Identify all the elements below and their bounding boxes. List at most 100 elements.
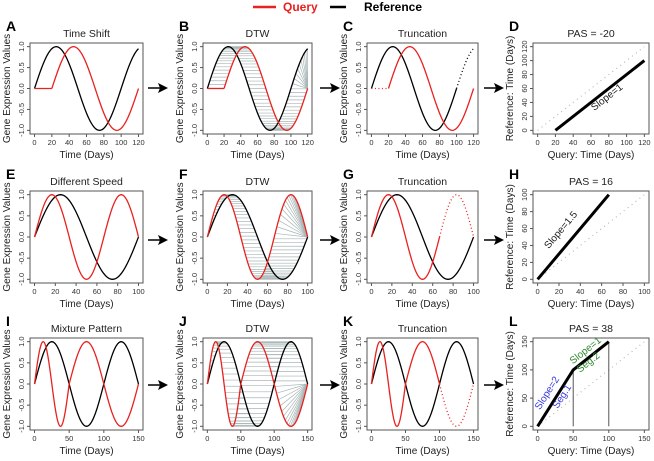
y-tick-label: 40 — [520, 98, 529, 106]
dtw-match-line — [285, 200, 308, 238]
panel-a: A Time Shift 0 20 40 60 80 100 120 -1.0 -0.5 0.0 0.5… — [2, 18, 145, 161]
dtw-match-line — [297, 68, 308, 89]
x-tick-label: 20 — [388, 287, 396, 296]
panel-title: PAS = -20 — [567, 28, 615, 40]
y-tick-label: 0.0 — [17, 232, 26, 242]
y-tick-label: 0.0 — [354, 379, 363, 389]
arrow-head — [330, 380, 340, 390]
query-curve — [438, 194, 475, 238]
alignment-line — [554, 59, 646, 132]
x-axis-label: Time (Days) — [395, 150, 449, 161]
y-tick-label: 0.5 — [17, 62, 26, 72]
y-tick-label: -1.0 — [190, 273, 199, 286]
arrow-head — [158, 235, 168, 245]
x-tick-label: 0 — [205, 138, 209, 147]
y-tick-label: 0 — [520, 277, 529, 281]
x-tick-label: 0 — [536, 434, 540, 443]
x-tick-label: 80 — [605, 138, 613, 147]
y-tick-label: 1.0 — [354, 336, 363, 346]
x-tick-label: 40 — [401, 138, 409, 147]
dtw-match-line — [279, 383, 308, 407]
x-tick-label: 20 — [51, 287, 59, 296]
dtw-match-line — [275, 233, 308, 238]
panel-letter: L — [509, 313, 518, 329]
query-curve — [33, 341, 70, 427]
panel-title: DTW — [246, 28, 270, 40]
y-axis-label: Reference: Time (Days) — [505, 331, 516, 437]
y-tick-label: 1.0 — [354, 189, 363, 199]
flow-arrow-icon — [320, 235, 340, 245]
panel-j: J DTW 0 50 100 150 -1.0 -0.5 0.0 0.5 1.0 Time (Days… — [175, 313, 314, 457]
x-tick-label: 80 — [449, 287, 457, 296]
query-curve — [370, 341, 407, 427]
arrow-head — [494, 235, 504, 245]
x-tick-label: 40 — [408, 287, 416, 296]
dtw-match-line — [283, 203, 308, 238]
legend-query-label: Query — [283, 0, 318, 14]
plot-area — [532, 337, 650, 431]
panel-title: Different Speed — [50, 176, 123, 188]
legend-reference-label: Reference — [364, 0, 422, 14]
dtw-match-line — [276, 383, 308, 394]
x-axis-label: Query: Time (Days) — [548, 446, 635, 457]
y-tick-label: 0.5 — [17, 211, 26, 221]
arrow-head — [158, 380, 168, 390]
x-tick-label: 60 — [587, 138, 595, 147]
alignment-line — [536, 340, 610, 428]
y-tick-label: 60 — [520, 84, 529, 92]
x-tick-label: 100 — [467, 287, 480, 296]
reference-curve — [370, 341, 475, 427]
query-curve — [223, 45, 309, 132]
x-axis-label: Time (Days) — [395, 446, 449, 457]
x-tick-label: 100 — [603, 434, 616, 443]
x-tick-label: 40 — [569, 138, 577, 147]
query-curve — [206, 194, 309, 280]
x-tick-label: 80 — [283, 287, 291, 296]
y-tick-label: 100 — [520, 188, 529, 201]
x-tick-label: 150 — [301, 434, 314, 443]
y-tick-label: -1.0 — [190, 124, 199, 137]
query-curve — [404, 341, 441, 385]
y-tick-label: 100 — [520, 54, 529, 67]
y-tick-label: -1.0 — [354, 420, 363, 433]
y-axis-label: Gene Expression Values — [175, 34, 186, 143]
x-tick-label: 50 — [401, 434, 409, 443]
x-tick-label: 80 — [435, 138, 443, 147]
x-tick-label: 0 — [369, 138, 373, 147]
dtw-match-line — [278, 383, 308, 401]
arrow-head — [494, 380, 504, 390]
y-tick-label: -0.5 — [17, 252, 26, 265]
query-curve — [438, 383, 475, 427]
panel-b: B DTW 0 20 40 60 80 100 120 -1.0 -0.5 0.0 0.5 1.0 Time… — [175, 18, 314, 161]
x-tick-label: 100 — [433, 434, 446, 443]
y-tick-label: -1.0 — [354, 124, 363, 137]
x-tick-label: 0 — [32, 138, 36, 147]
y-tick-label: 0.5 — [190, 358, 199, 368]
arrow-head — [158, 83, 168, 93]
y-tick-label: 1.0 — [354, 41, 363, 51]
panel-letter: F — [179, 166, 188, 182]
y-tick-label: 0.0 — [190, 83, 199, 93]
x-tick-label: 20 — [220, 138, 228, 147]
dtw-match-line — [286, 197, 308, 238]
legend: Query Reference — [253, 0, 422, 14]
y-tick-label: 20 — [520, 112, 529, 120]
x-tick-label: 40 — [237, 138, 245, 147]
x-tick-label: 120 — [132, 138, 145, 147]
query-curve — [68, 341, 140, 427]
x-tick-label: 100 — [98, 434, 111, 443]
x-tick-label: 150 — [467, 434, 480, 443]
y-tick-label: 0.5 — [354, 358, 363, 368]
flow-arrow-icon — [484, 83, 504, 93]
flow-arrow-icon — [148, 83, 168, 93]
y-tick-label: 0.0 — [17, 379, 26, 389]
x-tick-label: 100 — [620, 138, 633, 147]
x-tick-label: 20 — [48, 138, 56, 147]
query-curve — [206, 340, 242, 428]
y-tick-label: 20 — [520, 258, 529, 266]
x-axis-label: Time (Days) — [230, 150, 284, 161]
panel-h: H PAS = 160 20 40 60 80 100020406080100Query: … — [505, 166, 651, 310]
y-axis-label: Reference: Time (Days) — [505, 36, 516, 142]
y-tick-label: 1.0 — [190, 336, 199, 346]
panel-e: E Different Speed 0 20 40 60 80 100 -1.0 -0.5 0.0 0… — [2, 166, 145, 310]
